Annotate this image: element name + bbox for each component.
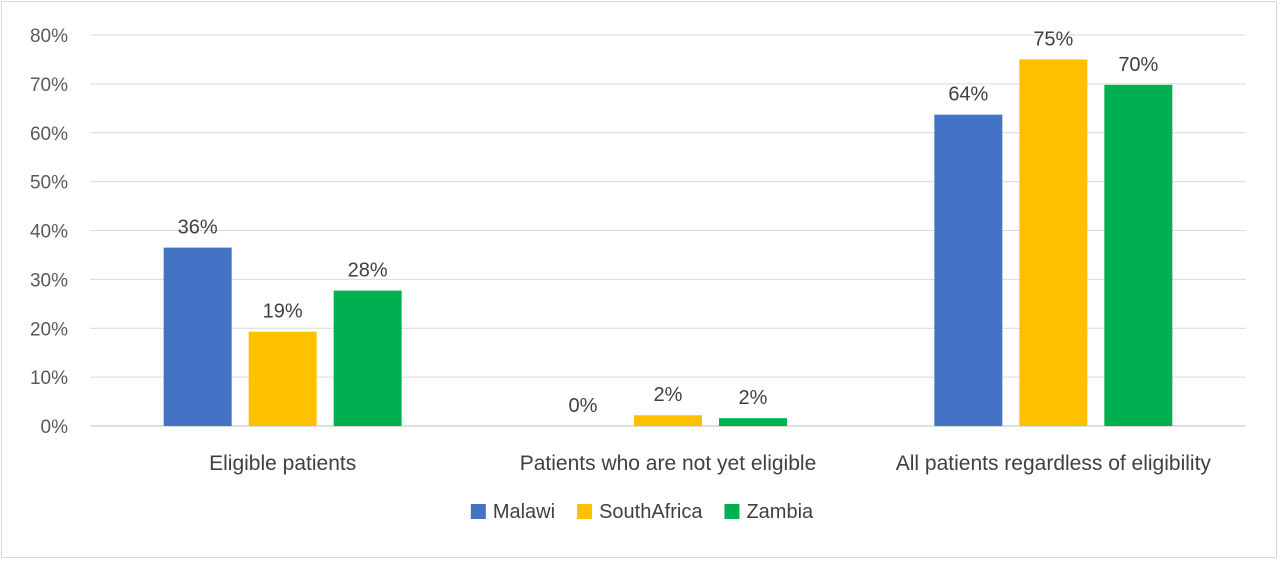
x-category-label: Patients who are not yet eligible — [520, 452, 817, 475]
y-tick-label: 30% — [30, 270, 68, 291]
bar-southafrica — [634, 415, 702, 426]
y-tick-label: 80% — [30, 26, 68, 47]
bar-malawi — [163, 247, 232, 426]
bar-zambia — [333, 290, 402, 426]
bar-zambia — [719, 418, 787, 426]
x-category-label: Eligible patients — [209, 452, 356, 475]
data-label: 70% — [1118, 54, 1158, 76]
legend-item-zambia: Zambia — [724, 501, 814, 523]
data-label: 28% — [348, 260, 388, 282]
data-label: 2% — [739, 387, 768, 409]
data-label: 2% — [654, 384, 683, 406]
data-label: 64% — [948, 84, 988, 106]
y-axis-ticks: 0% 10% 20% 30% 40% 50% 60% 70% 80% — [30, 26, 68, 438]
legend-item-malawi: Malawi — [470, 501, 555, 523]
y-tick-label: 60% — [30, 124, 68, 145]
bar-southafrica — [1019, 59, 1088, 426]
x-axis-categories: Eligible patients Patients who are not ye… — [209, 452, 1211, 475]
bars — [163, 59, 1173, 426]
y-tick-label: 0% — [41, 417, 69, 438]
y-tick-label: 40% — [30, 222, 68, 243]
legend-label: Malawi — [493, 501, 555, 523]
y-tick-label: 20% — [30, 319, 68, 340]
data-label: 19% — [263, 301, 303, 323]
data-label: 36% — [178, 217, 218, 239]
legend-swatch — [470, 504, 486, 519]
y-tick-label: 70% — [30, 75, 68, 96]
legend-label: SouthAfrica — [599, 501, 703, 523]
legend-item-southafrica: SouthAfrica — [577, 501, 703, 523]
data-label: 75% — [1033, 28, 1073, 50]
legend-swatch — [724, 504, 740, 519]
legend: Malawi SouthAfrica Zambia — [470, 501, 814, 523]
x-category-label: All patients regardless of eligibility — [896, 452, 1212, 475]
y-tick-label: 10% — [30, 368, 68, 389]
legend-label: Zambia — [746, 501, 814, 523]
bar-southafrica — [248, 331, 317, 426]
data-label: 0% — [569, 395, 598, 417]
bar-zambia — [1104, 84, 1173, 426]
bar-malawi — [934, 114, 1003, 426]
legend-swatch — [577, 504, 593, 519]
y-tick-label: 50% — [30, 173, 68, 194]
data-labels: 36% 19% 28% 0% 2% 2% 64% 75% 70% — [178, 28, 1159, 417]
